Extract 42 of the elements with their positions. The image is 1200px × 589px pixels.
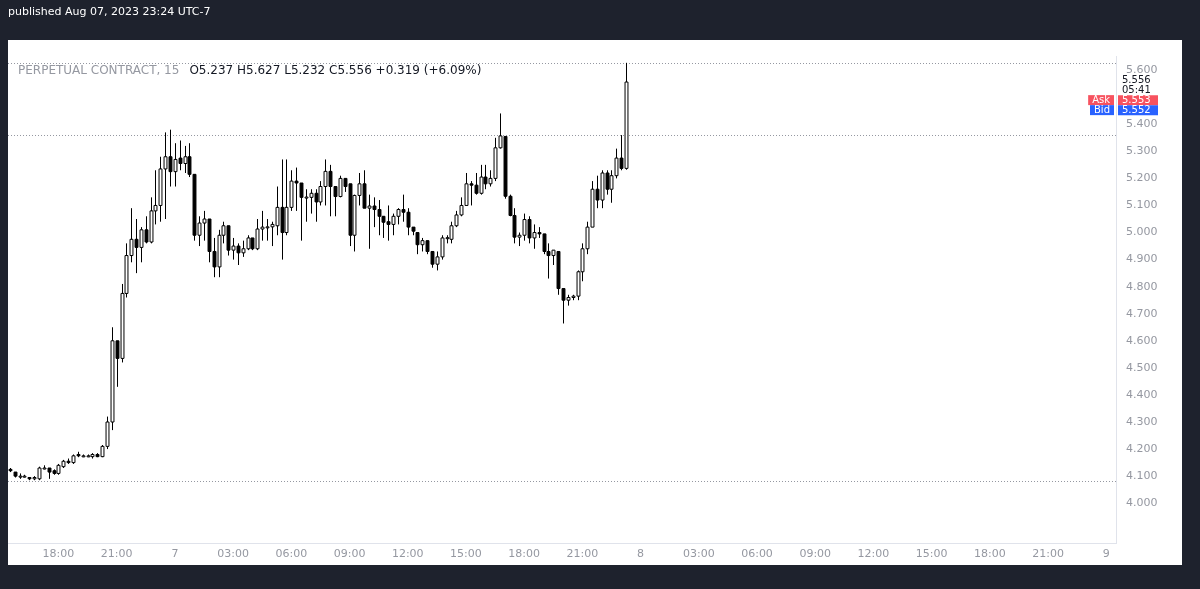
y-tick-label: 5.000 xyxy=(1126,225,1158,239)
y-tick-label: 4.300 xyxy=(1126,414,1158,428)
x-tick-label: 03:00 xyxy=(682,547,715,561)
x-tick-label: 03:00 xyxy=(217,547,249,561)
y-tick-label: 5.400 xyxy=(1126,117,1158,131)
x-tick-label: 9 xyxy=(1102,547,1110,561)
y-tick-label: 5.200 xyxy=(1126,171,1158,185)
x-tick-label: 12:00 xyxy=(391,547,424,561)
y-tick-label: 4.100 xyxy=(1126,468,1158,482)
y-tick-label: 4.900 xyxy=(1126,252,1158,266)
x-tick-label: 12:00 xyxy=(857,547,890,561)
x-tick-label: 09:00 xyxy=(333,547,366,561)
x-tick-label: 09:00 xyxy=(799,547,832,561)
y-tick-label: 4.800 xyxy=(1126,279,1158,293)
y-tick-label: 4.400 xyxy=(1126,387,1158,401)
text: Ask 5.553 xyxy=(1092,93,1151,105)
x-tick-label: 21:00 xyxy=(566,547,599,561)
text: PERPETUAL CONTRACT, 15 xyxy=(18,62,180,77)
x-tick-label: 18:00 xyxy=(508,547,541,561)
y-tick-label: 4.700 xyxy=(1126,306,1158,320)
y-tick-label: 4.600 xyxy=(1126,333,1158,347)
x-tick-label: 18:00 xyxy=(974,547,1006,561)
y-tick-label: 5.300 xyxy=(1126,144,1158,158)
text: 5.556 xyxy=(1122,73,1151,85)
text: published Aug 07, 2023 23:24 UTC-7 xyxy=(8,5,211,18)
x-tick-label: 8 xyxy=(637,547,645,561)
y-tick-label: 5.600 xyxy=(1126,62,1158,76)
text: 05:41 xyxy=(1122,83,1151,95)
x-tick-label: 21:00 xyxy=(100,547,133,561)
annotation: Bid 5.552 xyxy=(1094,103,1151,115)
text: O5.237 H5.627 L5.232 C5.556 +0.319 (+6.09%) xyxy=(189,62,482,77)
y-tick-label: 4.000 xyxy=(1126,496,1158,510)
y-tick-label: 4.200 xyxy=(1126,441,1158,455)
x-tick-label: 06:00 xyxy=(275,547,308,561)
x-tick-label: 21:00 xyxy=(1032,547,1064,561)
x-tick-label: 06:00 xyxy=(741,547,773,561)
x-tick-label: 18:00 xyxy=(42,547,75,561)
x-tick-label: 7 xyxy=(171,547,179,561)
x-tick-label: 15:00 xyxy=(450,547,482,561)
x-tick-label: 15:00 xyxy=(915,547,948,561)
y-tick-label: 4.500 xyxy=(1126,360,1158,374)
y-tick-label: 5.100 xyxy=(1126,198,1158,212)
